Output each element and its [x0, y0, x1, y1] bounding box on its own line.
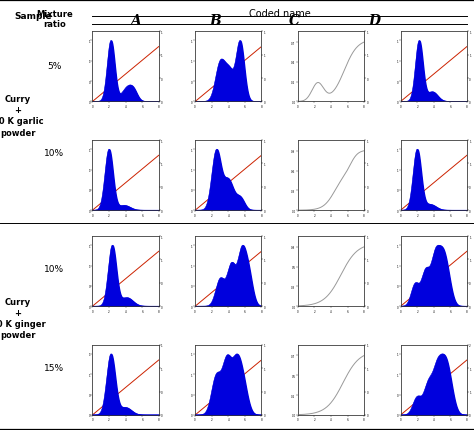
Text: C: C	[289, 14, 300, 28]
Text: Curry
+
10 K ginger
powder: Curry + 10 K ginger powder	[0, 297, 46, 339]
Text: D: D	[368, 14, 380, 28]
Text: Coded name: Coded name	[249, 9, 310, 19]
Text: 10%: 10%	[45, 264, 64, 273]
Text: Mixture
ratio: Mixture ratio	[36, 9, 73, 29]
Text: Curry
+
10 K garlic
powder: Curry + 10 K garlic powder	[0, 95, 43, 137]
Text: Sample: Sample	[14, 12, 52, 21]
Text: A: A	[130, 14, 140, 28]
Text: B: B	[209, 14, 220, 28]
Text: 15%: 15%	[45, 363, 64, 372]
Text: 5%: 5%	[47, 62, 62, 71]
Text: 10%: 10%	[45, 148, 64, 157]
